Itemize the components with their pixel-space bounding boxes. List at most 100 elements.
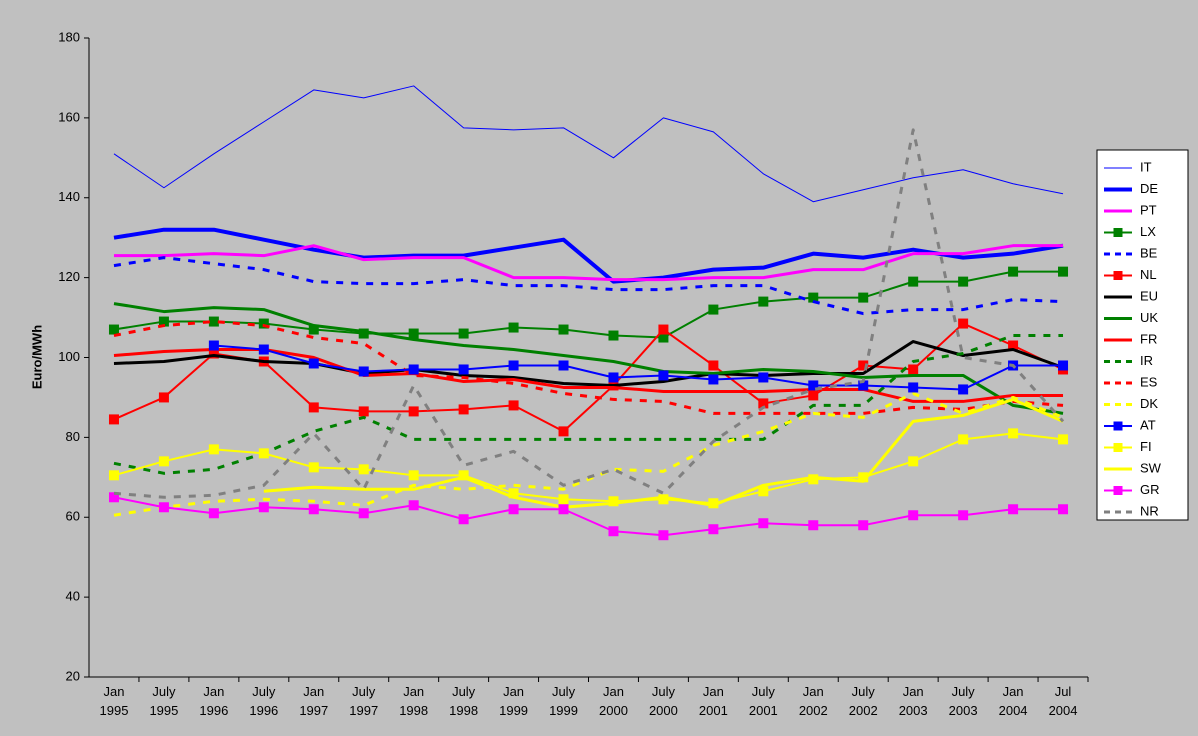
x-tick-label: July 1995 bbox=[149, 684, 178, 718]
y-tick-label: 100 bbox=[58, 349, 80, 364]
marker bbox=[458, 328, 469, 339]
marker bbox=[408, 328, 419, 339]
legend-label: AT bbox=[1140, 417, 1156, 432]
y-tick-label: 180 bbox=[58, 29, 80, 44]
marker bbox=[908, 382, 919, 393]
y-tick-label: 160 bbox=[58, 109, 80, 124]
marker bbox=[658, 370, 669, 381]
marker bbox=[758, 372, 769, 383]
marker bbox=[808, 380, 819, 391]
marker bbox=[808, 390, 819, 401]
x-tick-line: 2003 bbox=[949, 703, 978, 718]
x-tick-line: July bbox=[752, 684, 776, 699]
x-tick-label: Jan 1995 bbox=[100, 684, 129, 718]
legend-label: NR bbox=[1140, 503, 1159, 518]
y-tick-label: 20 bbox=[66, 668, 80, 683]
x-tick-line: 1998 bbox=[449, 703, 478, 718]
marker bbox=[358, 366, 369, 377]
marker bbox=[208, 508, 219, 519]
series-line bbox=[113, 432, 1064, 505]
marker bbox=[1058, 360, 1069, 371]
x-tick-label: Jan 1997 bbox=[299, 684, 328, 718]
marker bbox=[408, 406, 419, 417]
series-line bbox=[113, 256, 1064, 316]
x-tick-line: July bbox=[552, 684, 576, 699]
marker bbox=[208, 340, 219, 351]
series-line bbox=[113, 244, 1064, 282]
series-line bbox=[113, 270, 1064, 339]
x-tick-label: July 1999 bbox=[549, 684, 578, 718]
x-tick-line: Jul bbox=[1055, 684, 1072, 699]
marker bbox=[558, 504, 569, 515]
y-tick-label: 140 bbox=[58, 189, 80, 204]
marker bbox=[458, 364, 469, 375]
x-tick-line: July bbox=[452, 684, 476, 699]
marker bbox=[908, 510, 919, 521]
series-line bbox=[113, 340, 1064, 387]
x-tick-line: 1995 bbox=[149, 703, 178, 718]
legend-label: ES bbox=[1140, 374, 1158, 389]
y-tick-label: 80 bbox=[66, 429, 80, 444]
marker bbox=[708, 524, 719, 535]
x-tick-line: July bbox=[652, 684, 676, 699]
x-tick-line: 2002 bbox=[799, 703, 828, 718]
x-tick-line: 2004 bbox=[1049, 703, 1078, 718]
x-tick-line: 2004 bbox=[999, 703, 1028, 718]
marker bbox=[858, 292, 869, 303]
marker bbox=[758, 296, 769, 307]
x-tick-label: July 2003 bbox=[949, 684, 978, 718]
marker bbox=[708, 374, 719, 385]
x-tick-label: Jul 2004 bbox=[1049, 684, 1078, 718]
x-tick-line: July bbox=[152, 684, 176, 699]
marker bbox=[408, 470, 419, 481]
x-tick-line: Jan bbox=[103, 684, 124, 699]
marker bbox=[758, 518, 769, 529]
x-tick-line: 1999 bbox=[549, 703, 578, 718]
series-line bbox=[113, 334, 1064, 475]
marker bbox=[308, 402, 319, 413]
marker bbox=[458, 514, 469, 525]
x-tick-line: Jan bbox=[1003, 684, 1024, 699]
marker bbox=[958, 510, 969, 521]
series-line bbox=[113, 302, 1064, 415]
marker bbox=[308, 358, 319, 369]
marker bbox=[908, 276, 919, 287]
x-tick-label: Jan 1996 bbox=[199, 684, 228, 718]
marker bbox=[108, 492, 119, 503]
marker bbox=[1008, 266, 1019, 277]
series-line bbox=[113, 128, 1065, 499]
marker bbox=[258, 448, 269, 459]
legend-marker bbox=[1113, 421, 1123, 431]
x-tick-line: 1999 bbox=[499, 703, 528, 718]
x-tick-line: Jan bbox=[203, 684, 224, 699]
series-line bbox=[113, 227, 1064, 284]
x-tick-line: Jan bbox=[903, 684, 924, 699]
legend-label: IT bbox=[1140, 159, 1152, 174]
marker bbox=[308, 462, 319, 473]
marker bbox=[1058, 434, 1069, 445]
series-line bbox=[113, 391, 1064, 517]
x-tick-line: Jan bbox=[503, 684, 524, 699]
series-line bbox=[113, 85, 1064, 203]
x-tick-line: 1997 bbox=[299, 703, 328, 718]
x-tick-label: Jan 2002 bbox=[799, 684, 828, 718]
x-tick-line: Jan bbox=[803, 684, 824, 699]
marker bbox=[358, 464, 369, 475]
x-tick-line: Jan bbox=[403, 684, 424, 699]
marker bbox=[558, 426, 569, 437]
legend-label: BE bbox=[1140, 245, 1158, 260]
x-tick-label: Jan 2000 bbox=[599, 684, 628, 718]
x-tick-label: Jan 2003 bbox=[899, 684, 928, 718]
marker bbox=[408, 500, 419, 511]
marker bbox=[558, 360, 569, 371]
marker bbox=[808, 520, 819, 531]
x-tick-label: July 2001 bbox=[749, 684, 778, 718]
marker bbox=[158, 392, 169, 403]
x-tick-label: Jan 1998 bbox=[399, 684, 428, 718]
marker bbox=[1008, 504, 1019, 515]
marker bbox=[1008, 428, 1019, 439]
marker bbox=[508, 400, 519, 411]
y-axis-label: Euro/MWh bbox=[29, 325, 44, 389]
x-tick-line: Jan bbox=[603, 684, 624, 699]
